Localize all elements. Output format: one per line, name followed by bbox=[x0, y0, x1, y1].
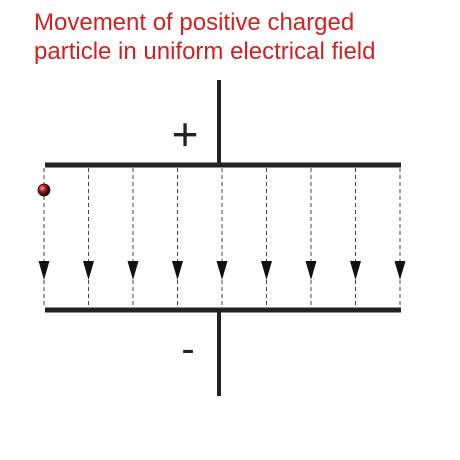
field-arrow bbox=[305, 261, 317, 280]
field-arrow bbox=[127, 261, 139, 280]
field-arrow bbox=[350, 261, 361, 280]
field-arrow bbox=[394, 261, 406, 280]
positive-sign: + bbox=[172, 108, 199, 160]
field-arrow bbox=[83, 261, 94, 280]
diagram-title: Movement of positive charged particle in… bbox=[34, 8, 454, 66]
field-arrow bbox=[38, 261, 50, 280]
field-arrow bbox=[261, 261, 272, 280]
field-arrow bbox=[216, 261, 228, 280]
field-arrow bbox=[172, 261, 183, 280]
title-line-1: Movement of positive charged bbox=[34, 9, 355, 36]
field-lines bbox=[38, 168, 406, 307]
positive-particle bbox=[37, 183, 51, 197]
title-line-2: particle in uniform electrical field bbox=[34, 38, 376, 65]
negative-sign: - bbox=[181, 327, 194, 371]
